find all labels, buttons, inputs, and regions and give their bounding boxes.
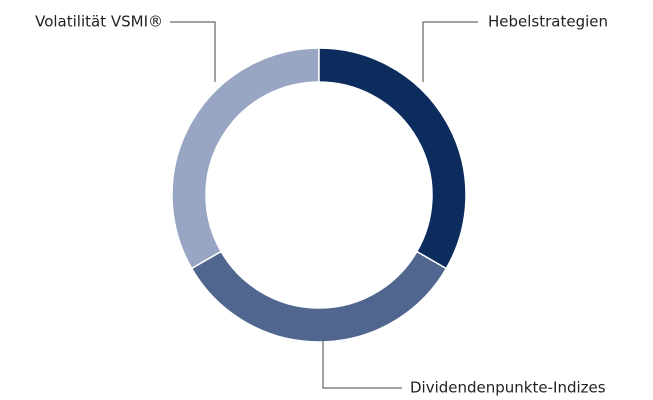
slice-label: Volatilität VSMI® [35, 13, 163, 31]
slice-label: Dividendenpunkte-Indizes [410, 379, 606, 397]
leader-line [422, 21, 478, 82]
leader-line [170, 21, 216, 82]
leaders [170, 21, 478, 389]
donut-slice [171, 47, 320, 270]
leader-line [322, 340, 402, 389]
slice-label: Hebelstrategien [488, 13, 608, 31]
donut-slice [318, 47, 467, 270]
donut-slice [190, 250, 448, 343]
